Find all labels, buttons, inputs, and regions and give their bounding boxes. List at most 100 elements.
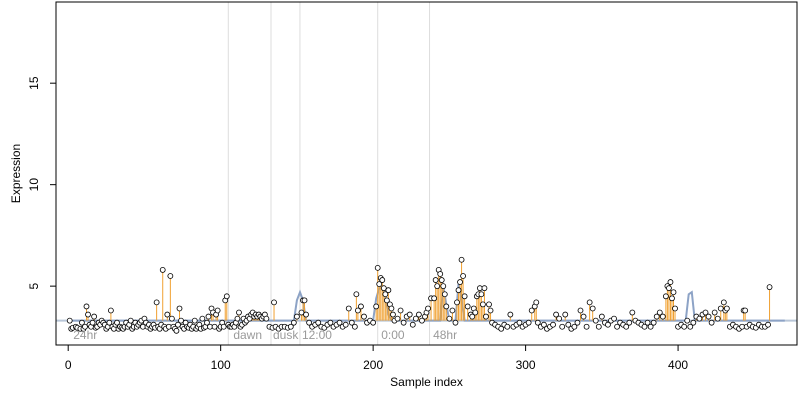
data-point <box>452 319 459 326</box>
data-point <box>432 277 439 283</box>
data-point <box>83 303 90 310</box>
data-point <box>605 321 611 328</box>
data-point <box>486 301 492 308</box>
data-point <box>550 321 556 328</box>
data-point <box>483 313 489 320</box>
data-point <box>127 317 134 324</box>
data-point <box>107 307 114 314</box>
data-point <box>437 271 444 277</box>
data-point <box>306 319 312 326</box>
data-point <box>175 321 181 328</box>
data-point <box>348 319 355 326</box>
data-point <box>370 319 377 326</box>
data-point <box>669 295 675 302</box>
data-point <box>211 323 218 330</box>
x-tick-label: 200 <box>363 358 383 372</box>
data-point <box>191 317 198 324</box>
data-point <box>577 307 584 314</box>
data-point <box>670 289 677 296</box>
data-point <box>623 323 630 330</box>
data-point <box>534 319 541 326</box>
data-point <box>415 311 422 318</box>
data-point <box>298 309 305 316</box>
data-point <box>382 291 389 298</box>
data-point <box>287 323 294 330</box>
data-point <box>461 293 468 300</box>
data-point <box>681 323 688 330</box>
data-point <box>702 309 709 316</box>
data-point <box>336 319 343 326</box>
x-tick-label: 0 <box>65 358 72 372</box>
data-point <box>684 317 691 324</box>
data-point <box>236 309 242 316</box>
data-point <box>315 319 322 326</box>
data-point <box>647 323 654 330</box>
data-point <box>383 297 390 304</box>
data-point <box>553 311 559 318</box>
data-point <box>419 317 425 324</box>
data-point <box>504 323 511 330</box>
y-tick-label: 10 <box>27 178 41 192</box>
data-point <box>379 277 386 283</box>
data-point <box>431 295 438 302</box>
data-point <box>434 283 441 290</box>
x-tick-label: 300 <box>516 358 536 372</box>
data-point <box>294 313 300 320</box>
data-point <box>361 313 367 320</box>
data-point <box>380 285 387 292</box>
data-point <box>611 315 617 322</box>
data-point <box>667 279 674 285</box>
data-point <box>580 313 587 320</box>
data-point <box>687 323 694 330</box>
data-point <box>556 315 563 322</box>
data-point <box>516 319 523 326</box>
data-point <box>449 307 456 314</box>
data-point <box>690 319 697 326</box>
data-point <box>662 293 669 300</box>
data-point <box>480 301 486 308</box>
data-point <box>400 319 407 326</box>
data-point <box>656 309 663 316</box>
data-point <box>583 323 590 330</box>
data-point <box>106 319 113 326</box>
data-point <box>91 313 98 320</box>
data-point <box>373 303 380 310</box>
data-point <box>409 321 416 328</box>
data-point <box>159 267 166 273</box>
data-point <box>541 321 547 328</box>
data-point <box>178 317 184 324</box>
data-point <box>498 325 505 332</box>
data-point <box>571 323 578 330</box>
data-point <box>376 281 383 288</box>
data-point <box>223 293 230 300</box>
data-point <box>397 307 404 314</box>
data-point <box>598 313 605 320</box>
data-point <box>374 264 381 271</box>
data-point <box>469 313 476 320</box>
annotation-label: 48hr <box>433 328 457 342</box>
data-point <box>650 319 657 326</box>
data-point <box>696 315 703 322</box>
data-point <box>82 323 88 330</box>
data-point <box>458 256 465 263</box>
data-point <box>714 315 721 322</box>
data-point <box>478 291 485 298</box>
data-point <box>153 299 160 306</box>
data-point <box>204 319 210 326</box>
data-point <box>507 311 514 318</box>
data-point <box>705 313 712 320</box>
data-point <box>565 321 572 328</box>
annotation-layer: 24hr dawn dusk 12:00 0:00 48hr <box>73 328 457 342</box>
data-point <box>66 317 73 324</box>
data-point <box>358 303 364 310</box>
data-point <box>205 313 212 320</box>
data-point <box>438 277 445 283</box>
data-point <box>271 299 277 306</box>
data-point <box>574 319 581 326</box>
data-point <box>412 315 419 322</box>
data-point <box>644 319 651 326</box>
data-point <box>390 311 396 318</box>
x-axis-title: Sample index <box>390 375 463 389</box>
